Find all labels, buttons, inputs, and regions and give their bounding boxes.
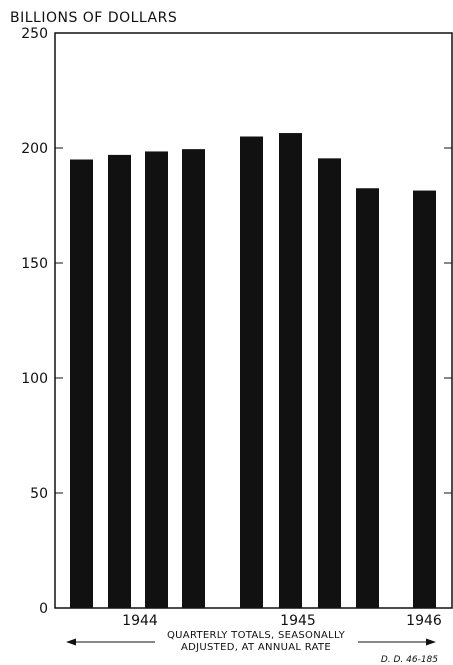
x-year-label: 1945 xyxy=(280,613,316,629)
arrowhead-right xyxy=(426,638,436,646)
x-axis-years: 1944 1945 1946 xyxy=(122,613,442,629)
y-tick-label: 200 xyxy=(21,141,48,157)
arrowhead-left xyxy=(66,638,76,646)
x-year-label: 1944 xyxy=(122,613,158,629)
bar xyxy=(413,190,436,609)
bar xyxy=(108,154,131,608)
bar xyxy=(145,151,168,608)
note-line-2: ADJUSTED, AT ANNUAL RATE xyxy=(181,642,331,653)
chart-title: BILLIONS OF DOLLARS xyxy=(10,10,177,26)
y-tick-label: 150 xyxy=(21,256,48,272)
bar xyxy=(240,136,263,608)
y-axis: 0 50 100 150 200 250 xyxy=(21,26,452,617)
bar xyxy=(70,159,93,608)
y-tick-label: 100 xyxy=(21,371,48,387)
bar xyxy=(279,133,302,609)
y-tick-label: 0 xyxy=(39,601,48,617)
chart-code: D. D. 46-185 xyxy=(381,655,438,665)
bar xyxy=(182,149,205,608)
annotation: QUARTERLY TOTALS, SEASONALLY ADJUSTED, A… xyxy=(66,630,436,653)
bar xyxy=(318,158,341,608)
x-year-label: 1946 xyxy=(406,613,442,629)
y-tick-label: 250 xyxy=(21,26,48,42)
note-line-1: QUARTERLY TOTALS, SEASONALLY xyxy=(167,630,346,641)
bar xyxy=(356,188,379,608)
bars xyxy=(70,133,436,609)
y-tick-label: 50 xyxy=(30,486,48,502)
